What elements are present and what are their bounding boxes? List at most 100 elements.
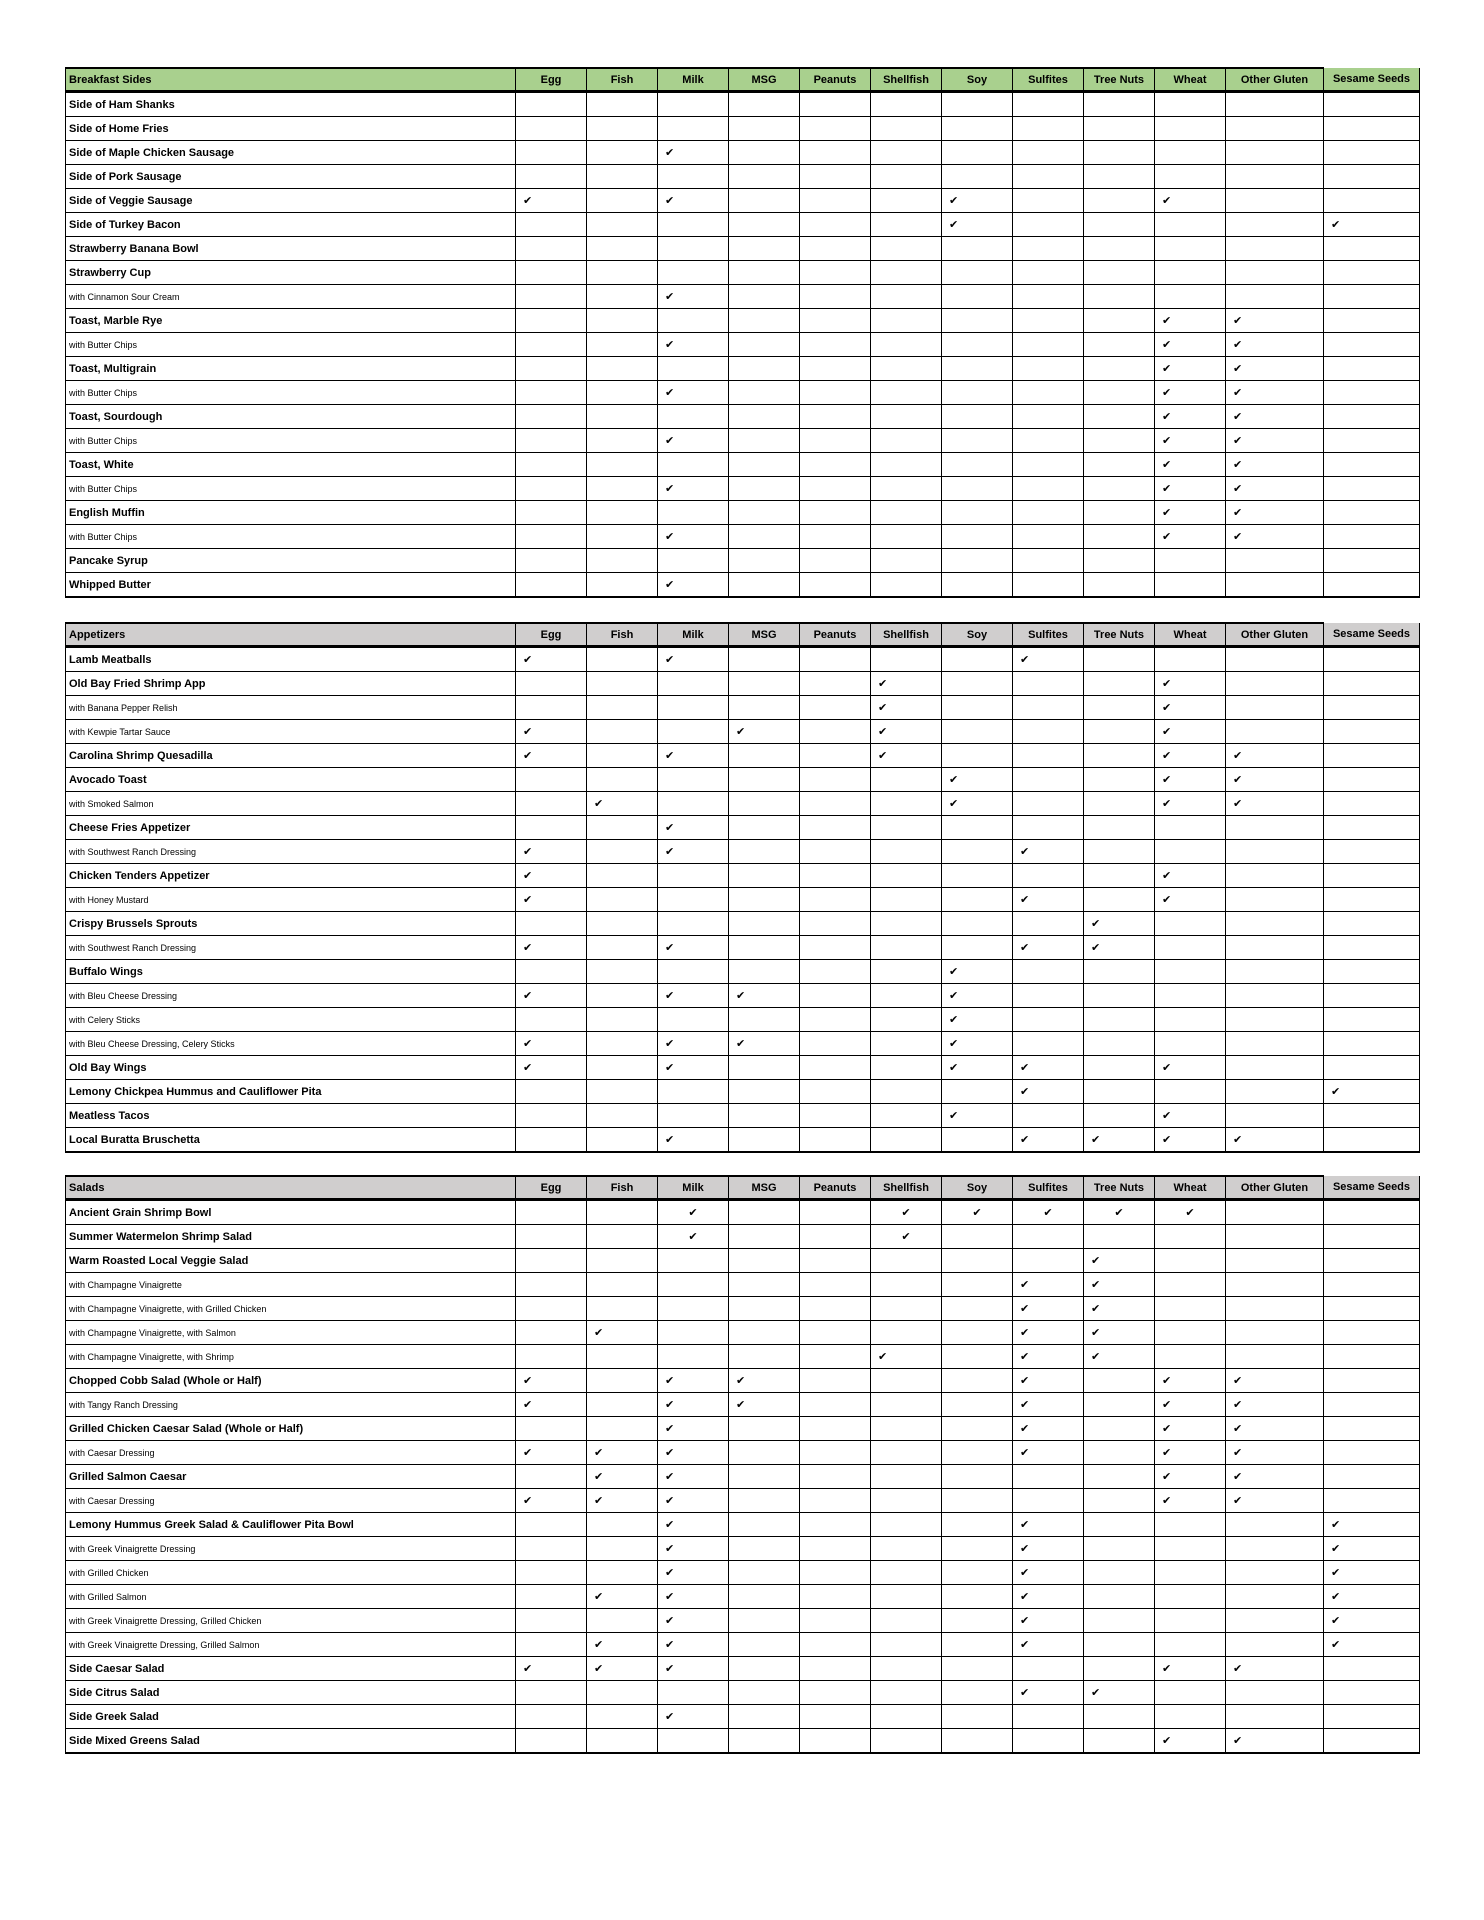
check-icon: ✔	[1233, 531, 1243, 543]
check-icon: ✔	[1091, 1303, 1101, 1315]
allergen-cell-shellfish	[870, 646, 942, 672]
allergen-cell-soy	[941, 548, 1013, 573]
allergen-cell-sulfites	[1012, 1728, 1084, 1754]
allergen-cell-tree-nuts: ✔	[1083, 1272, 1155, 1297]
allergen-cell-shellfish	[870, 1584, 942, 1609]
allergen-cell-shellfish	[870, 1536, 942, 1561]
menu-item-row: Toast, Multigrain ✔ ✔	[65, 356, 1420, 381]
allergen-cell-milk: ✔	[657, 1392, 729, 1417]
check-icon: ✔	[594, 1663, 604, 1675]
allergen-cell-milk	[657, 1344, 729, 1369]
check-icon: ✔	[665, 339, 675, 351]
allergen-cell-fish	[586, 1728, 658, 1754]
check-icon: ✔	[1233, 1471, 1243, 1483]
check-icon: ✔	[1020, 1615, 1030, 1627]
allergen-cell-soy	[941, 743, 1013, 768]
allergen-cell-msg	[728, 1728, 800, 1754]
allergen-cell-wheat	[1154, 839, 1226, 864]
check-icon: ✔	[665, 387, 675, 399]
allergen-cell-peanuts	[799, 1199, 871, 1225]
allergen-cell-shellfish	[870, 332, 942, 357]
check-icon: ✔	[1020, 1399, 1030, 1411]
check-icon: ✔	[594, 1327, 604, 1339]
menu-item-name: Toast, White	[65, 452, 516, 477]
allergen-cell-soy	[941, 260, 1013, 285]
allergen-cell-shellfish	[870, 1440, 942, 1465]
allergen-cell-msg	[728, 548, 800, 573]
allergen-cell-sulfites	[1012, 188, 1084, 213]
allergen-cell-wheat	[1154, 1272, 1226, 1297]
allergen-cell-fish	[586, 1103, 658, 1128]
allergen-cell-msg	[728, 1007, 800, 1032]
allergen-cell-sesame-seeds	[1323, 695, 1420, 720]
allergen-cell-soy	[941, 1632, 1013, 1657]
allergen-cell-other-gluten: ✔	[1225, 1368, 1324, 1393]
allergen-cell-peanuts	[799, 1584, 871, 1609]
allergen-cell-fish	[586, 1296, 658, 1321]
allergen-cell-sulfites	[1012, 983, 1084, 1008]
column-header-peanuts: Peanuts	[799, 67, 871, 93]
menu-item-option-row: with Banana Pepper Relish ✔ ✔	[65, 695, 1420, 720]
allergen-cell-tree-nuts	[1083, 164, 1155, 189]
allergen-cell-egg	[515, 1248, 587, 1273]
check-icon: ✔	[665, 1567, 675, 1579]
allergen-cell-peanuts	[799, 911, 871, 936]
allergen-cell-shellfish: ✔	[870, 1344, 942, 1369]
allergen-cell-msg	[728, 1704, 800, 1729]
allergen-cell-sesame-seeds	[1323, 935, 1420, 960]
allergen-cell-msg	[728, 1055, 800, 1080]
check-icon: ✔	[1162, 195, 1172, 207]
allergen-cell-soy	[941, 671, 1013, 696]
allergen-cell-shellfish	[870, 1512, 942, 1537]
allergen-cell-sesame-seeds	[1323, 380, 1420, 405]
allergen-cell-msg	[728, 1632, 800, 1657]
check-icon: ✔	[1020, 1062, 1030, 1074]
allergen-cell-other-gluten	[1225, 646, 1324, 672]
allergen-cell-wheat: ✔	[1154, 695, 1226, 720]
allergen-cell-other-gluten: ✔	[1225, 1488, 1324, 1513]
allergen-cell-milk	[657, 260, 729, 285]
allergen-cell-sesame-seeds	[1323, 1416, 1420, 1441]
allergen-cell-egg	[515, 500, 587, 525]
check-icon: ✔	[1091, 1687, 1101, 1699]
allergen-cell-egg: ✔	[515, 839, 587, 864]
allergen-cell-tree-nuts: ✔	[1083, 1320, 1155, 1345]
check-icon: ✔	[1331, 1567, 1341, 1579]
allergen-cell-sulfites	[1012, 1224, 1084, 1249]
allergen-cell-peanuts	[799, 1127, 871, 1153]
allergen-cell-wheat: ✔	[1154, 404, 1226, 429]
allergen-cell-peanuts	[799, 284, 871, 309]
allergen-cell-wheat	[1154, 1704, 1226, 1729]
allergen-cell-tree-nuts: ✔	[1083, 935, 1155, 960]
menu-item-row: Summer Watermelon Shrimp Salad ✔ ✔	[65, 1224, 1420, 1249]
allergen-cell-other-gluten	[1225, 1608, 1324, 1633]
allergen-cell-tree-nuts	[1083, 1007, 1155, 1032]
allergen-cell-peanuts	[799, 308, 871, 333]
allergen-cell-egg: ✔	[515, 743, 587, 768]
allergen-cell-msg: ✔	[728, 1031, 800, 1056]
allergen-cell-peanuts	[799, 1272, 871, 1297]
menu-item-name: Pancake Syrup	[65, 548, 516, 573]
allergen-cell-milk: ✔	[657, 1055, 729, 1080]
check-icon: ✔	[523, 1375, 533, 1387]
allergen-cell-other-gluten: ✔	[1225, 791, 1324, 816]
allergen-cell-sulfites	[1012, 140, 1084, 165]
allergen-cell-soy	[941, 887, 1013, 912]
allergen-cell-egg	[515, 548, 587, 573]
allergen-cell-egg	[515, 1728, 587, 1754]
menu-item-row: Old Bay Wings ✔ ✔ ✔ ✔ ✔	[65, 1055, 1420, 1080]
allergen-cell-sulfites: ✔	[1012, 1296, 1084, 1321]
allergen-cell-fish	[586, 911, 658, 936]
allergen-cell-shellfish	[870, 1368, 942, 1393]
allergen-cell-soy: ✔	[941, 1055, 1013, 1080]
allergen-cell-sesame-seeds	[1323, 1224, 1420, 1249]
allergen-cell-msg	[728, 887, 800, 912]
allergen-cell-sesame-seeds	[1323, 1680, 1420, 1705]
allergen-cell-peanuts	[799, 671, 871, 696]
allergen-cell-other-gluten	[1225, 1103, 1324, 1128]
allergen-cell-egg: ✔	[515, 1440, 587, 1465]
allergen-cell-peanuts	[799, 1416, 871, 1441]
menu-item-name: with Bleu Cheese Dressing, Celery Sticks	[65, 1031, 516, 1056]
menu-item-name: Carolina Shrimp Quesadilla	[65, 743, 516, 768]
allergen-cell-shellfish	[870, 1464, 942, 1489]
